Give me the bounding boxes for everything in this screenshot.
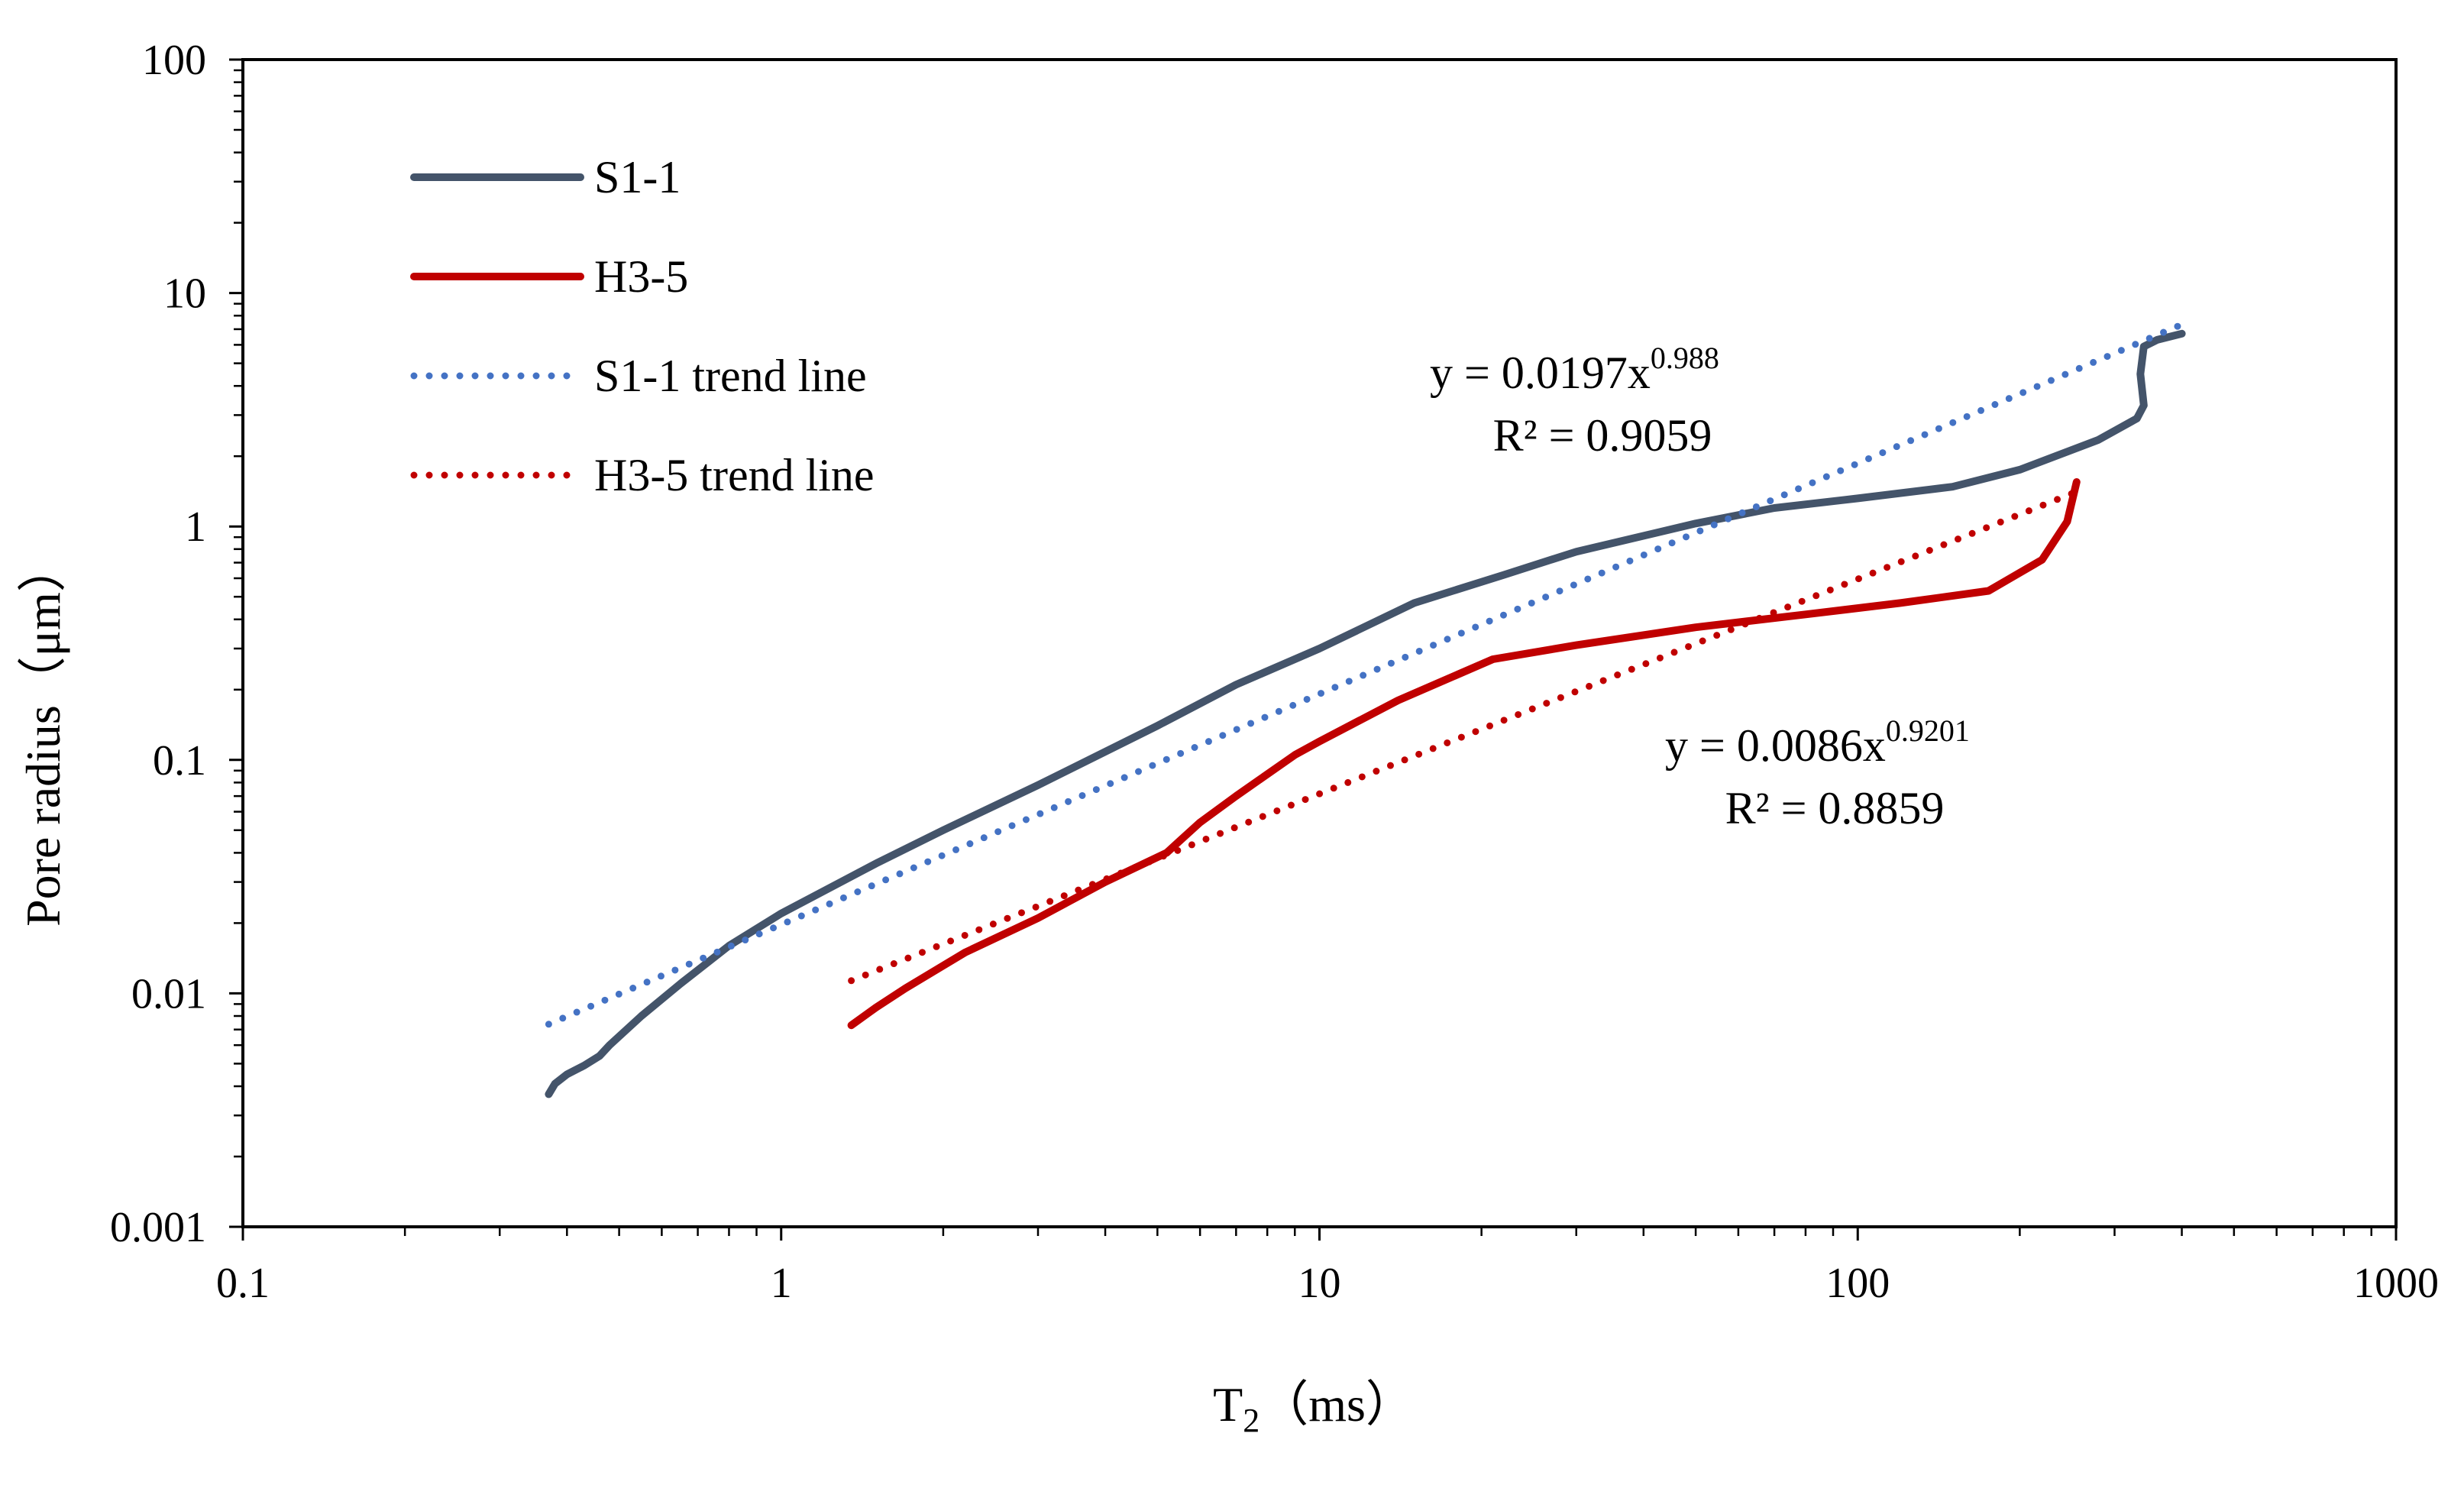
legend-label-1: S1-1 xyxy=(594,152,681,202)
r-squared-h3: R² = 0.8859 xyxy=(1725,783,1945,833)
equation-prefix: y = 0.0086x xyxy=(1665,720,1886,771)
y-tick-label: 100 xyxy=(142,37,206,84)
x-axis-title-subscript: 2 xyxy=(1243,1402,1259,1439)
x-tick-label: 1 xyxy=(771,1260,792,1307)
y-axis-title: Pore radius（μm） xyxy=(16,543,70,927)
x-tick-label: 0.1 xyxy=(216,1260,270,1307)
series-line-3 xyxy=(545,321,2186,1028)
r-squared-s1: R² = 0.9059 xyxy=(1493,410,1712,461)
legend-label-3: S1-1 trend line xyxy=(594,351,867,401)
equation-exponent: 0.9201 xyxy=(1886,713,1970,748)
equation-s1: y = 0.0197x0.988 xyxy=(1430,341,1719,398)
y-tick-label: 1 xyxy=(185,503,206,551)
equation-exponent: 0.988 xyxy=(1651,341,1719,375)
legend-label-2: H3-5 xyxy=(594,251,688,302)
x-tick-label: 100 xyxy=(1825,1260,1890,1307)
equation-h3: y = 0.0086x0.9201 xyxy=(1665,713,1970,771)
equation-prefix: y = 0.0197x xyxy=(1430,348,1651,398)
axes-layer: 0.1 1 10 100 1000 0.001 0.01 0.1 1 10 100 xyxy=(110,37,2439,1307)
series-layer xyxy=(545,321,2186,1098)
series-line-4 xyxy=(848,488,2081,985)
series-line-2 xyxy=(847,478,2081,1030)
x-tick-label: 1000 xyxy=(2353,1260,2439,1307)
y-tick-label: 0.01 xyxy=(131,970,206,1017)
x-axis-title-main: T xyxy=(1213,1377,1243,1432)
plot-frame xyxy=(241,58,2398,1228)
x-axis-title-unit: （ms） xyxy=(1259,1377,1415,1432)
legend: S1-1 H3-5 S1-1 trend line H3-5 trend line xyxy=(410,152,875,500)
series-line-1 xyxy=(545,329,2186,1098)
y-tick-label: 0.001 xyxy=(110,1204,206,1251)
y-tick-label: 0.1 xyxy=(153,737,206,785)
legend-label-4: H3-5 trend line xyxy=(594,450,875,500)
y-tick-label: 10 xyxy=(163,270,206,318)
x-tick-label: 10 xyxy=(1298,1260,1341,1307)
x-axis-title: T2（ms） xyxy=(1213,1377,1415,1439)
